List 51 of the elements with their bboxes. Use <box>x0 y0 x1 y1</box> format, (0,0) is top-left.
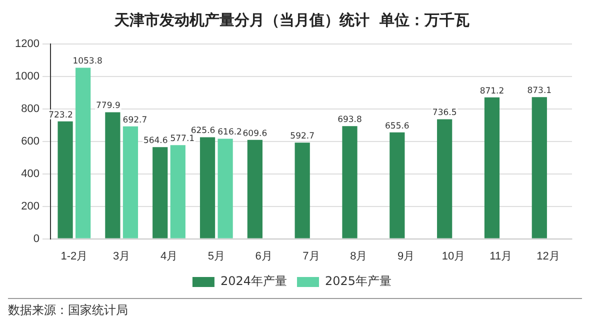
y-tick-label: 800 <box>21 102 40 115</box>
bar <box>152 147 168 238</box>
x-tick-label: 12月 <box>536 250 560 262</box>
bar <box>342 126 358 238</box>
source-note: 数据来源：国家统计局 <box>8 302 128 319</box>
bar <box>484 97 500 238</box>
bar <box>532 97 547 238</box>
data-label: 616.2 <box>218 128 242 138</box>
data-label: 592.7 <box>290 132 315 142</box>
y-tick-label: 0 <box>33 232 40 245</box>
x-tick-label: 4月 <box>160 250 178 262</box>
bar <box>58 121 73 238</box>
y-tick-label: 600 <box>21 135 40 148</box>
x-tick-label: 8月 <box>350 250 368 262</box>
bar <box>247 140 262 238</box>
data-label: 873.1 <box>527 86 552 96</box>
data-label: 723.2 <box>48 110 73 120</box>
bar <box>437 119 452 238</box>
y-tick-label: 1200 <box>14 38 40 50</box>
bar <box>390 132 405 238</box>
data-label: 692.7 <box>122 115 148 126</box>
y-tick-label: 1000 <box>14 70 40 82</box>
data-label: 693.8 <box>338 115 362 126</box>
data-label: 577.1 <box>170 134 195 144</box>
y-tick-label: 400 <box>21 168 40 180</box>
x-tick-label: 9月 <box>397 250 415 262</box>
data-label: 779.9 <box>96 101 120 112</box>
y-tick-label: 200 <box>21 200 40 212</box>
x-tick-label: 11月 <box>490 250 512 262</box>
bar <box>218 138 233 238</box>
data-label: 736.5 <box>432 108 457 118</box>
legend-label: 2024年产量 <box>220 274 288 288</box>
data-label: 609.6 <box>242 128 268 139</box>
data-label: 1053.8 <box>72 56 102 67</box>
chart-title: 天津市发动机产量分月（当月值）统计 单位：万千瓦 <box>113 10 470 29</box>
x-tick-label: 5月 <box>208 250 225 262</box>
x-tick-label: 7月 <box>302 250 320 262</box>
bar <box>200 137 216 238</box>
legend-label: 2025年产量 <box>325 274 392 288</box>
bar <box>170 145 186 238</box>
bar <box>294 142 310 238</box>
x-tick-label: 3月 <box>113 250 130 262</box>
data-label: 871.2 <box>480 86 504 96</box>
x-tick-label: 6月 <box>255 250 272 262</box>
x-tick-label: 10月 <box>442 250 466 262</box>
bar <box>122 126 138 238</box>
bar <box>76 68 91 238</box>
x-tick-label: 1-2月 <box>60 250 88 262</box>
data-label: 655.6 <box>384 121 410 132</box>
bar <box>105 112 120 238</box>
data-label: 564.6 <box>143 136 168 146</box>
